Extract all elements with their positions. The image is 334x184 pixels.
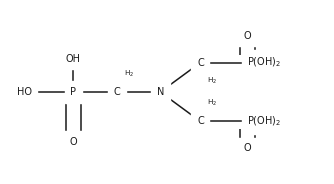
- Text: O: O: [70, 137, 77, 147]
- Text: C: C: [114, 87, 120, 97]
- Text: OH: OH: [66, 54, 81, 64]
- Text: N: N: [157, 87, 164, 97]
- Text: O: O: [243, 143, 251, 153]
- Text: P(OH)$_2$: P(OH)$_2$: [247, 115, 281, 128]
- Text: O: O: [243, 31, 251, 41]
- Text: P: P: [70, 87, 76, 97]
- Text: C: C: [197, 58, 204, 68]
- Text: C: C: [197, 116, 204, 126]
- Text: P(OH)$_2$: P(OH)$_2$: [247, 56, 281, 69]
- Text: H$_2$: H$_2$: [207, 76, 217, 86]
- Text: H$_2$: H$_2$: [207, 98, 217, 108]
- Text: HO: HO: [17, 87, 32, 97]
- Text: H$_2$: H$_2$: [124, 68, 134, 79]
